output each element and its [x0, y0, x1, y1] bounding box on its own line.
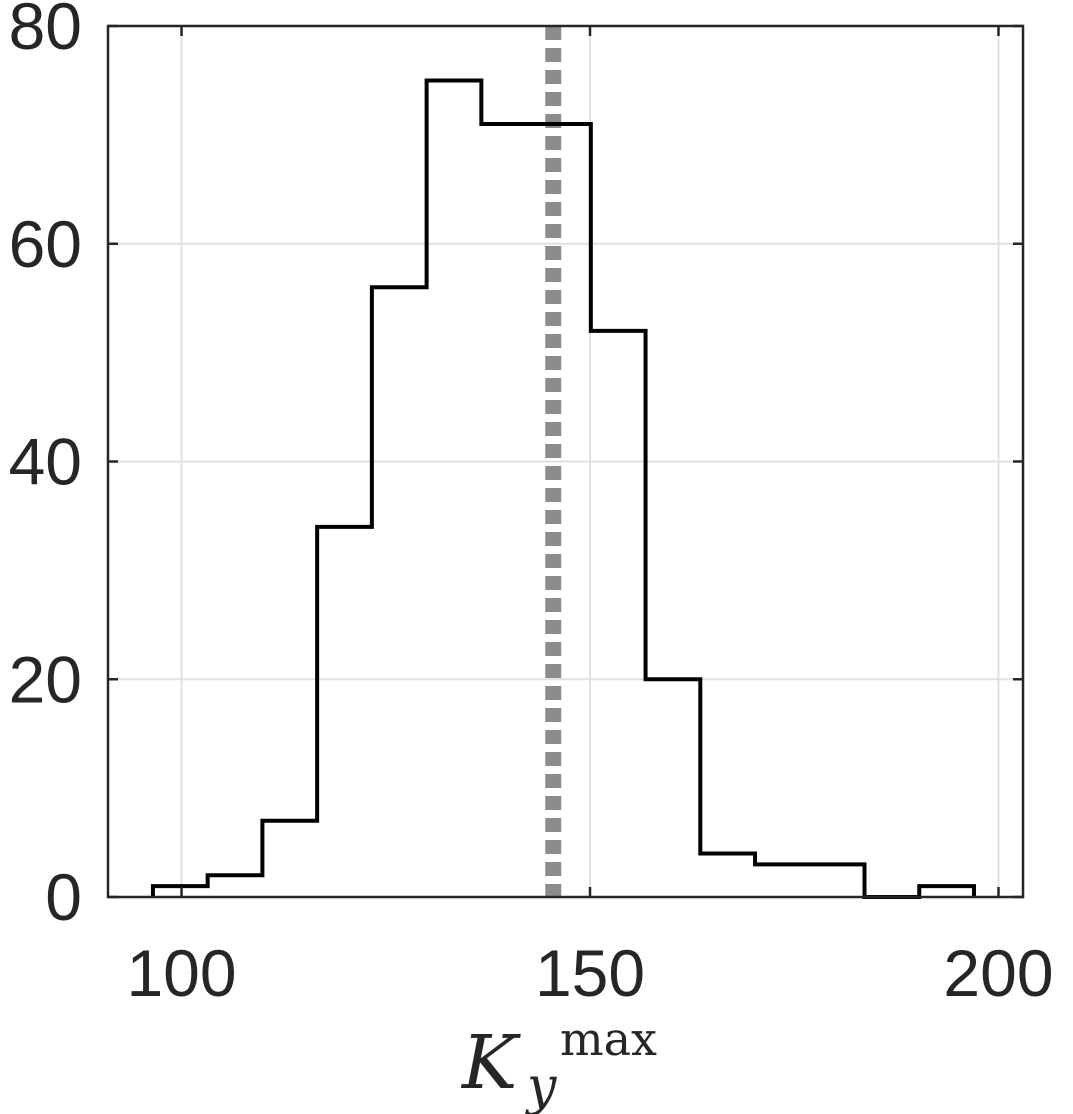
- histogram-bin: [646, 679, 701, 897]
- histogram-bin: [427, 80, 482, 897]
- x-tick-label: 100: [126, 936, 236, 1010]
- x-axis-label-subscript: y: [525, 1057, 557, 1114]
- x-tick-label: 150: [535, 936, 645, 1010]
- x-tick-label: 200: [943, 936, 1053, 1010]
- y-tick-label: 20: [9, 642, 82, 716]
- histogram-bin: [208, 875, 263, 897]
- histogram-bin: [262, 821, 317, 897]
- y-tick-labels: 0 20 40 60 80: [9, 0, 82, 934]
- histogram-bin: [536, 124, 591, 897]
- x-axis-label-superscript: max: [560, 1012, 657, 1066]
- histogram-bin: [317, 527, 372, 897]
- histogram-bin: [591, 331, 646, 897]
- y-tick-label: 80: [9, 0, 82, 63]
- histogram-bin: [755, 864, 810, 897]
- y-tick-label: 0: [45, 860, 82, 934]
- y-tick-label: 40: [9, 425, 82, 499]
- histogram-bin: [810, 864, 865, 897]
- x-axis-label-base: K: [460, 1020, 521, 1106]
- histogram-group: [150, 78, 976, 899]
- histogram-outline: [150, 78, 976, 899]
- x-tick-labels: 100 150 200: [126, 936, 1053, 1010]
- x-axis-label: K y max: [460, 1012, 657, 1114]
- histogram-bin: [372, 287, 427, 897]
- y-tick-label: 60: [9, 207, 82, 281]
- histogram-bin: [700, 853, 755, 897]
- histogram-bin: [481, 124, 536, 897]
- tick-marks: [108, 24, 1023, 899]
- histogram-bin: [919, 886, 974, 897]
